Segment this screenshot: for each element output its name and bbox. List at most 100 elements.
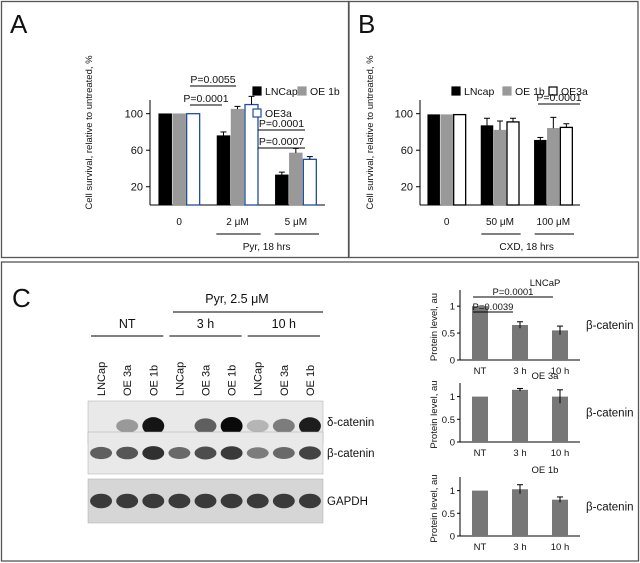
y-axis-title: Protein level, au bbox=[429, 380, 440, 448]
lane-label: LNCap bbox=[174, 362, 186, 396]
panel-b-letter: B bbox=[358, 9, 375, 39]
x-category-label: 0 bbox=[176, 217, 182, 228]
y-tick-label: 0 bbox=[450, 532, 455, 543]
y-tick-label: 0.5 bbox=[442, 415, 455, 426]
legend-label: LNcap bbox=[464, 86, 495, 98]
bar bbox=[302, 158, 317, 206]
blot-band bbox=[168, 493, 191, 509]
blot-band bbox=[142, 417, 165, 435]
p-value-label: P=0.0001 bbox=[183, 93, 228, 105]
bar bbox=[216, 135, 231, 206]
bar bbox=[493, 129, 507, 206]
blot-band bbox=[90, 493, 113, 509]
lane-label: OE 1b bbox=[305, 365, 317, 396]
legend-label: LNCap bbox=[265, 86, 298, 98]
bar bbox=[427, 114, 440, 206]
x-category-label: 3 h bbox=[513, 366, 526, 377]
chart-title: OE 3a bbox=[532, 371, 560, 382]
side-label: β-catenin bbox=[586, 408, 634, 420]
blot-band bbox=[272, 418, 295, 434]
bar bbox=[472, 490, 488, 536]
bar bbox=[472, 306, 488, 360]
blot-band bbox=[142, 446, 165, 460]
legend-label: OE 1b bbox=[310, 86, 340, 98]
blot-band bbox=[246, 493, 269, 509]
western-blot: Pyr, 2.5 μM NT 3 h 10 h LNCap OE 3a OE 1b LNCap… bbox=[87, 292, 375, 524]
y-tick-label: 0 bbox=[450, 356, 455, 367]
lane-label: OE 3a bbox=[279, 364, 291, 396]
legend-swatch bbox=[502, 86, 512, 96]
panel-c-frame bbox=[0, 261, 640, 562]
group-label: 3 h bbox=[197, 317, 214, 331]
chart-title: OE 1b bbox=[532, 465, 559, 476]
chart-panel-c-oe1b: OE 1b 0 0.5 1 NT 3 h 10 h Protein level, au β-ca… bbox=[429, 465, 634, 553]
side-label: β-catenin bbox=[586, 502, 634, 514]
x-category-label: 10 h bbox=[551, 448, 570, 459]
x-category-label: 2 μM bbox=[226, 217, 248, 228]
lane-label: OE 1b bbox=[227, 365, 239, 396]
lane-label: LNCap bbox=[253, 362, 265, 396]
y-tick-label: 60 bbox=[401, 145, 413, 157]
group-label: NT bbox=[119, 317, 136, 331]
lane-label: OE 1b bbox=[148, 365, 160, 396]
y-tick-label: 1 bbox=[450, 302, 455, 313]
blot-band bbox=[272, 447, 295, 459]
legend-label: OE3a bbox=[561, 86, 588, 98]
band-label: β-catenin bbox=[327, 448, 375, 460]
bar bbox=[472, 396, 488, 442]
blot-band bbox=[298, 446, 321, 460]
band-label: GAPDH bbox=[327, 496, 368, 508]
bar bbox=[547, 128, 560, 206]
legend-label: OE 1b bbox=[515, 86, 545, 98]
y-axis-title: Cell survival, relative to untreated, % bbox=[84, 55, 95, 210]
panel-b-frame bbox=[348, 0, 639, 259]
chart-panel-b: 20 60 100 0 50 μM 100 μM CXD, 18 hrs Cell survi… bbox=[365, 55, 588, 253]
bar bbox=[506, 121, 520, 206]
y-tick-label: 100 bbox=[125, 109, 143, 121]
bar bbox=[512, 325, 528, 360]
blot-band bbox=[220, 417, 243, 435]
bar bbox=[552, 330, 568, 360]
blot-band bbox=[142, 493, 165, 509]
legend-swatch bbox=[297, 86, 307, 96]
blot-band bbox=[246, 419, 269, 433]
p-value-label: P=0.0001 bbox=[536, 92, 581, 104]
x-category-label: 5 μM bbox=[285, 217, 307, 228]
x-category-label: 10 h bbox=[551, 366, 570, 377]
bar bbox=[512, 389, 528, 442]
y-tick-label: 100 bbox=[395, 109, 413, 121]
bar bbox=[552, 499, 568, 536]
blot-band bbox=[168, 447, 191, 459]
x-category-label: 50 μM bbox=[486, 217, 514, 228]
legend-swatch bbox=[548, 86, 558, 96]
bar bbox=[186, 113, 201, 206]
y-tick-label: 20 bbox=[131, 182, 143, 194]
panel-a-letter: A bbox=[10, 9, 28, 39]
chart-panel-c-oe3a: OE 3a 0 0.5 1 NT 3 h 10 h Protein level, au β-ca… bbox=[429, 371, 634, 459]
blot-band bbox=[194, 418, 217, 434]
y-tick-label: 0 bbox=[450, 438, 455, 449]
x-category-label: 3 h bbox=[513, 542, 526, 553]
bar bbox=[172, 113, 186, 206]
blot-band bbox=[116, 419, 139, 433]
x-category-label: NT bbox=[474, 366, 487, 377]
y-tick-label: 1 bbox=[450, 486, 455, 497]
blot-band bbox=[246, 447, 269, 459]
bar bbox=[289, 152, 303, 206]
y-axis-title: Cell survival, relative to untreated, % bbox=[365, 55, 376, 210]
blot-band bbox=[116, 446, 139, 460]
blot-band bbox=[90, 446, 113, 460]
y-tick-label: 1 bbox=[450, 392, 455, 403]
p-value-label: P=0.0007 bbox=[259, 136, 304, 148]
blot-band bbox=[220, 493, 243, 509]
x-category-label: 10 h bbox=[551, 542, 570, 553]
bar bbox=[480, 125, 494, 206]
p-value-label: P=0.0039 bbox=[473, 302, 514, 313]
x-axis-title: CXD, 18 hrs bbox=[499, 242, 553, 253]
panel-c-letter: C bbox=[12, 283, 31, 313]
lane-label: OE 3a bbox=[122, 364, 134, 396]
side-label: β-catenin bbox=[586, 320, 634, 332]
group-label: 10 h bbox=[272, 317, 296, 331]
y-tick-label: 20 bbox=[401, 182, 413, 194]
